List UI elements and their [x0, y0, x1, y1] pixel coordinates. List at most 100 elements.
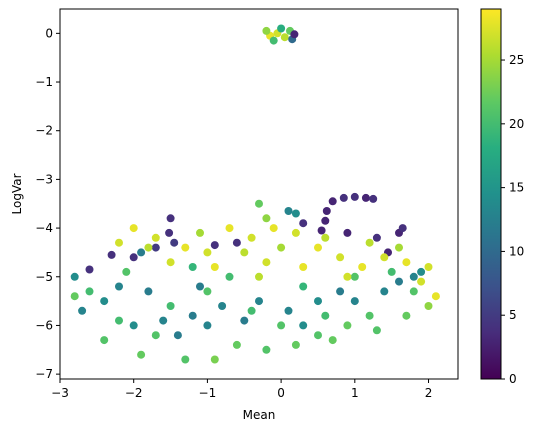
data-point: [262, 26, 271, 35]
data-point: [218, 302, 227, 310]
data-point: [159, 316, 168, 325]
data-point: [431, 292, 440, 301]
data-point: [262, 345, 271, 354]
x-tick-label: −1: [199, 386, 217, 400]
data-point: [240, 316, 249, 325]
colorbar-tick-label: 20: [509, 117, 524, 131]
y-tick-label: −4: [35, 221, 53, 235]
data-point: [144, 287, 153, 296]
data-point: [166, 258, 175, 267]
data-point: [78, 306, 87, 315]
data-point: [203, 287, 212, 296]
data-point: [115, 316, 123, 325]
data-point: [317, 226, 326, 235]
data-point: [284, 306, 293, 315]
data-point: [210, 241, 219, 250]
data-point: [350, 192, 359, 201]
y-tick-label: −2: [35, 124, 53, 138]
data-point: [255, 272, 263, 281]
data-point: [395, 277, 403, 286]
colorbar-tick-label: 5: [509, 308, 517, 322]
scatter-points: [70, 24, 440, 364]
x-axis-label: Mean: [243, 408, 276, 422]
x-tick-label: −2: [125, 386, 143, 400]
data-point: [269, 224, 278, 233]
data-point: [299, 321, 308, 330]
data-point: [398, 224, 407, 233]
data-point: [144, 243, 153, 252]
data-point: [85, 287, 94, 296]
data-point: [151, 243, 160, 252]
data-point: [380, 253, 389, 262]
data-point: [339, 193, 348, 202]
colorbar: [480, 8, 502, 380]
data-point: [291, 228, 300, 237]
data-point: [129, 321, 138, 330]
data-point: [277, 321, 286, 330]
data-point: [107, 250, 116, 259]
data-point: [343, 272, 352, 281]
data-point: [284, 207, 293, 215]
x-tick-label: 2: [425, 386, 433, 400]
data-point: [336, 287, 345, 296]
data-point: [343, 321, 352, 330]
x-tick-label: 1: [351, 386, 359, 400]
y-tick-label: −1: [35, 75, 53, 89]
data-point: [247, 306, 256, 315]
data-point: [170, 238, 179, 247]
data-point: [115, 238, 123, 247]
data-point: [181, 355, 190, 364]
data-point: [255, 199, 263, 208]
data-point: [314, 243, 322, 252]
data-point: [299, 282, 308, 291]
data-point: [361, 193, 370, 202]
data-point: [424, 263, 433, 271]
colorbar-tick-label: 25: [509, 53, 524, 67]
data-point: [85, 265, 94, 274]
x-axis: −3 −2 −1 0 1 2: [51, 379, 432, 400]
data-point: [188, 263, 197, 271]
data-point: [321, 216, 330, 225]
y-tick-label: 0: [45, 26, 53, 40]
y-tick-label: −6: [35, 318, 53, 332]
data-point: [210, 263, 219, 271]
colorbar-tick-label: 0: [509, 372, 517, 386]
colorbar-tick-label: 15: [509, 181, 524, 195]
data-point: [299, 219, 308, 228]
data-point: [321, 311, 330, 320]
data-point: [70, 292, 79, 301]
data-point: [387, 267, 396, 276]
data-point: [247, 233, 256, 242]
data-point: [424, 302, 433, 310]
data-point: [129, 253, 138, 262]
data-point: [291, 209, 300, 218]
data-point: [299, 263, 308, 271]
data-point: [365, 238, 374, 247]
data-point: [129, 224, 138, 233]
data-point: [255, 297, 263, 306]
data-point: [372, 233, 381, 242]
data-point: [262, 258, 271, 267]
data-point: [196, 282, 204, 291]
data-point: [122, 267, 131, 276]
data-point: [369, 194, 378, 203]
data-point: [321, 233, 330, 242]
data-point: [380, 287, 389, 296]
data-point: [322, 207, 331, 215]
y-axis-label: LogVar: [10, 173, 24, 214]
data-point: [280, 33, 289, 42]
x-tick-label: −3: [51, 386, 69, 400]
data-point: [225, 224, 234, 233]
data-point: [203, 248, 212, 257]
data-point: [166, 302, 175, 310]
data-point: [151, 331, 160, 340]
data-point: [232, 238, 241, 247]
data-point: [100, 336, 109, 345]
data-point: [70, 272, 79, 281]
y-tick-label: −5: [35, 270, 53, 284]
data-point: [115, 282, 123, 291]
data-point: [269, 36, 278, 45]
data-point: [372, 326, 381, 335]
y-tick-label: −3: [35, 172, 53, 186]
